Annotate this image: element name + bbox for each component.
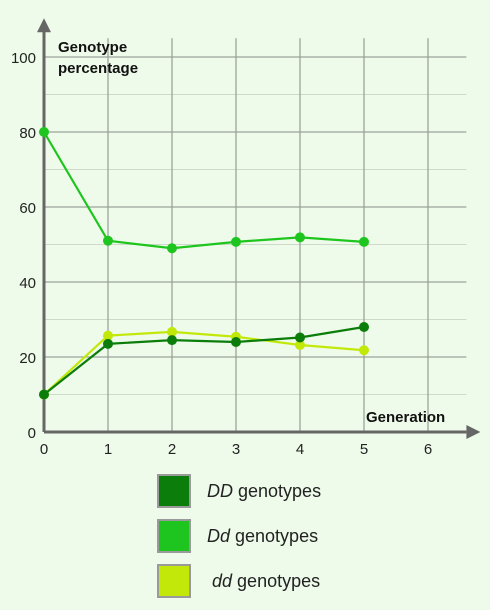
x-axis-label: Generation (366, 409, 445, 426)
series-point-0 (231, 337, 241, 347)
series-point-1 (295, 232, 305, 243)
series-point-1 (359, 236, 369, 247)
y-tick-label: 100 (11, 50, 36, 67)
x-tick-label: 6 (424, 441, 432, 458)
series-point-2 (103, 330, 113, 341)
legend-swatch-heterozygous (157, 519, 191, 553)
legend-swatch-dd-dominant (157, 474, 191, 508)
series-point-0 (39, 389, 49, 400)
series-point-1 (231, 236, 241, 247)
series-point-1 (167, 243, 177, 254)
series-line-1 (43, 131, 365, 250)
y-tick-label: 60 (19, 200, 36, 217)
x-tick-label: 2 (168, 441, 176, 458)
x-tick-label: 4 (296, 441, 304, 458)
series-point-0 (103, 338, 113, 349)
series-points (39, 127, 369, 400)
legend-label-heterozygous: Dd genotypes (207, 525, 319, 546)
x-tick-label: 5 (360, 441, 368, 458)
series-point-2 (359, 345, 369, 356)
y-tick-label: 40 (19, 275, 36, 292)
minor-grid (44, 94, 467, 395)
x-tick-label: 1 (104, 441, 112, 458)
legend-item-dd-homozygous-dominant: DD genotypes (157, 472, 321, 510)
axes (37, 18, 481, 439)
series-point-1 (103, 235, 113, 246)
y-tick-label: 0 (28, 425, 36, 442)
x-tick-label: 0 (40, 441, 48, 458)
legend-item-heterozygous: Dd genotypes (157, 517, 321, 555)
series-lines (43, 131, 365, 396)
series-point-0 (359, 322, 369, 332)
series-line-0 (43, 325, 365, 396)
legend-label-dd-dominant: DD genotypes (207, 480, 322, 501)
legend-item-dd-homozygous-recessive: dd genotypes (157, 562, 321, 600)
y-tick-label: 80 (19, 125, 36, 142)
legend: DD genotypes Dd genotypes dd genotypes (157, 472, 321, 607)
y-tick-label: 20 (19, 350, 36, 367)
x-axis-arrow-icon (466, 425, 481, 439)
series-point-0 (167, 335, 177, 346)
x-tick-label: 3 (232, 441, 240, 458)
legend-label-dd-recessive: dd genotypes (212, 570, 321, 591)
legend-swatch-dd-recessive (157, 564, 191, 598)
y-axis-label-line2: percentage (58, 60, 138, 77)
series-point-2 (167, 326, 177, 337)
major-grid (44, 38, 467, 432)
series-point-2 (295, 340, 305, 350)
y-axis-label-line1: Genotype (58, 39, 127, 56)
y-axis-arrow-icon (37, 18, 51, 33)
series-point-0 (295, 332, 305, 343)
series-line-2 (43, 330, 365, 396)
series-point-1 (39, 127, 49, 137)
